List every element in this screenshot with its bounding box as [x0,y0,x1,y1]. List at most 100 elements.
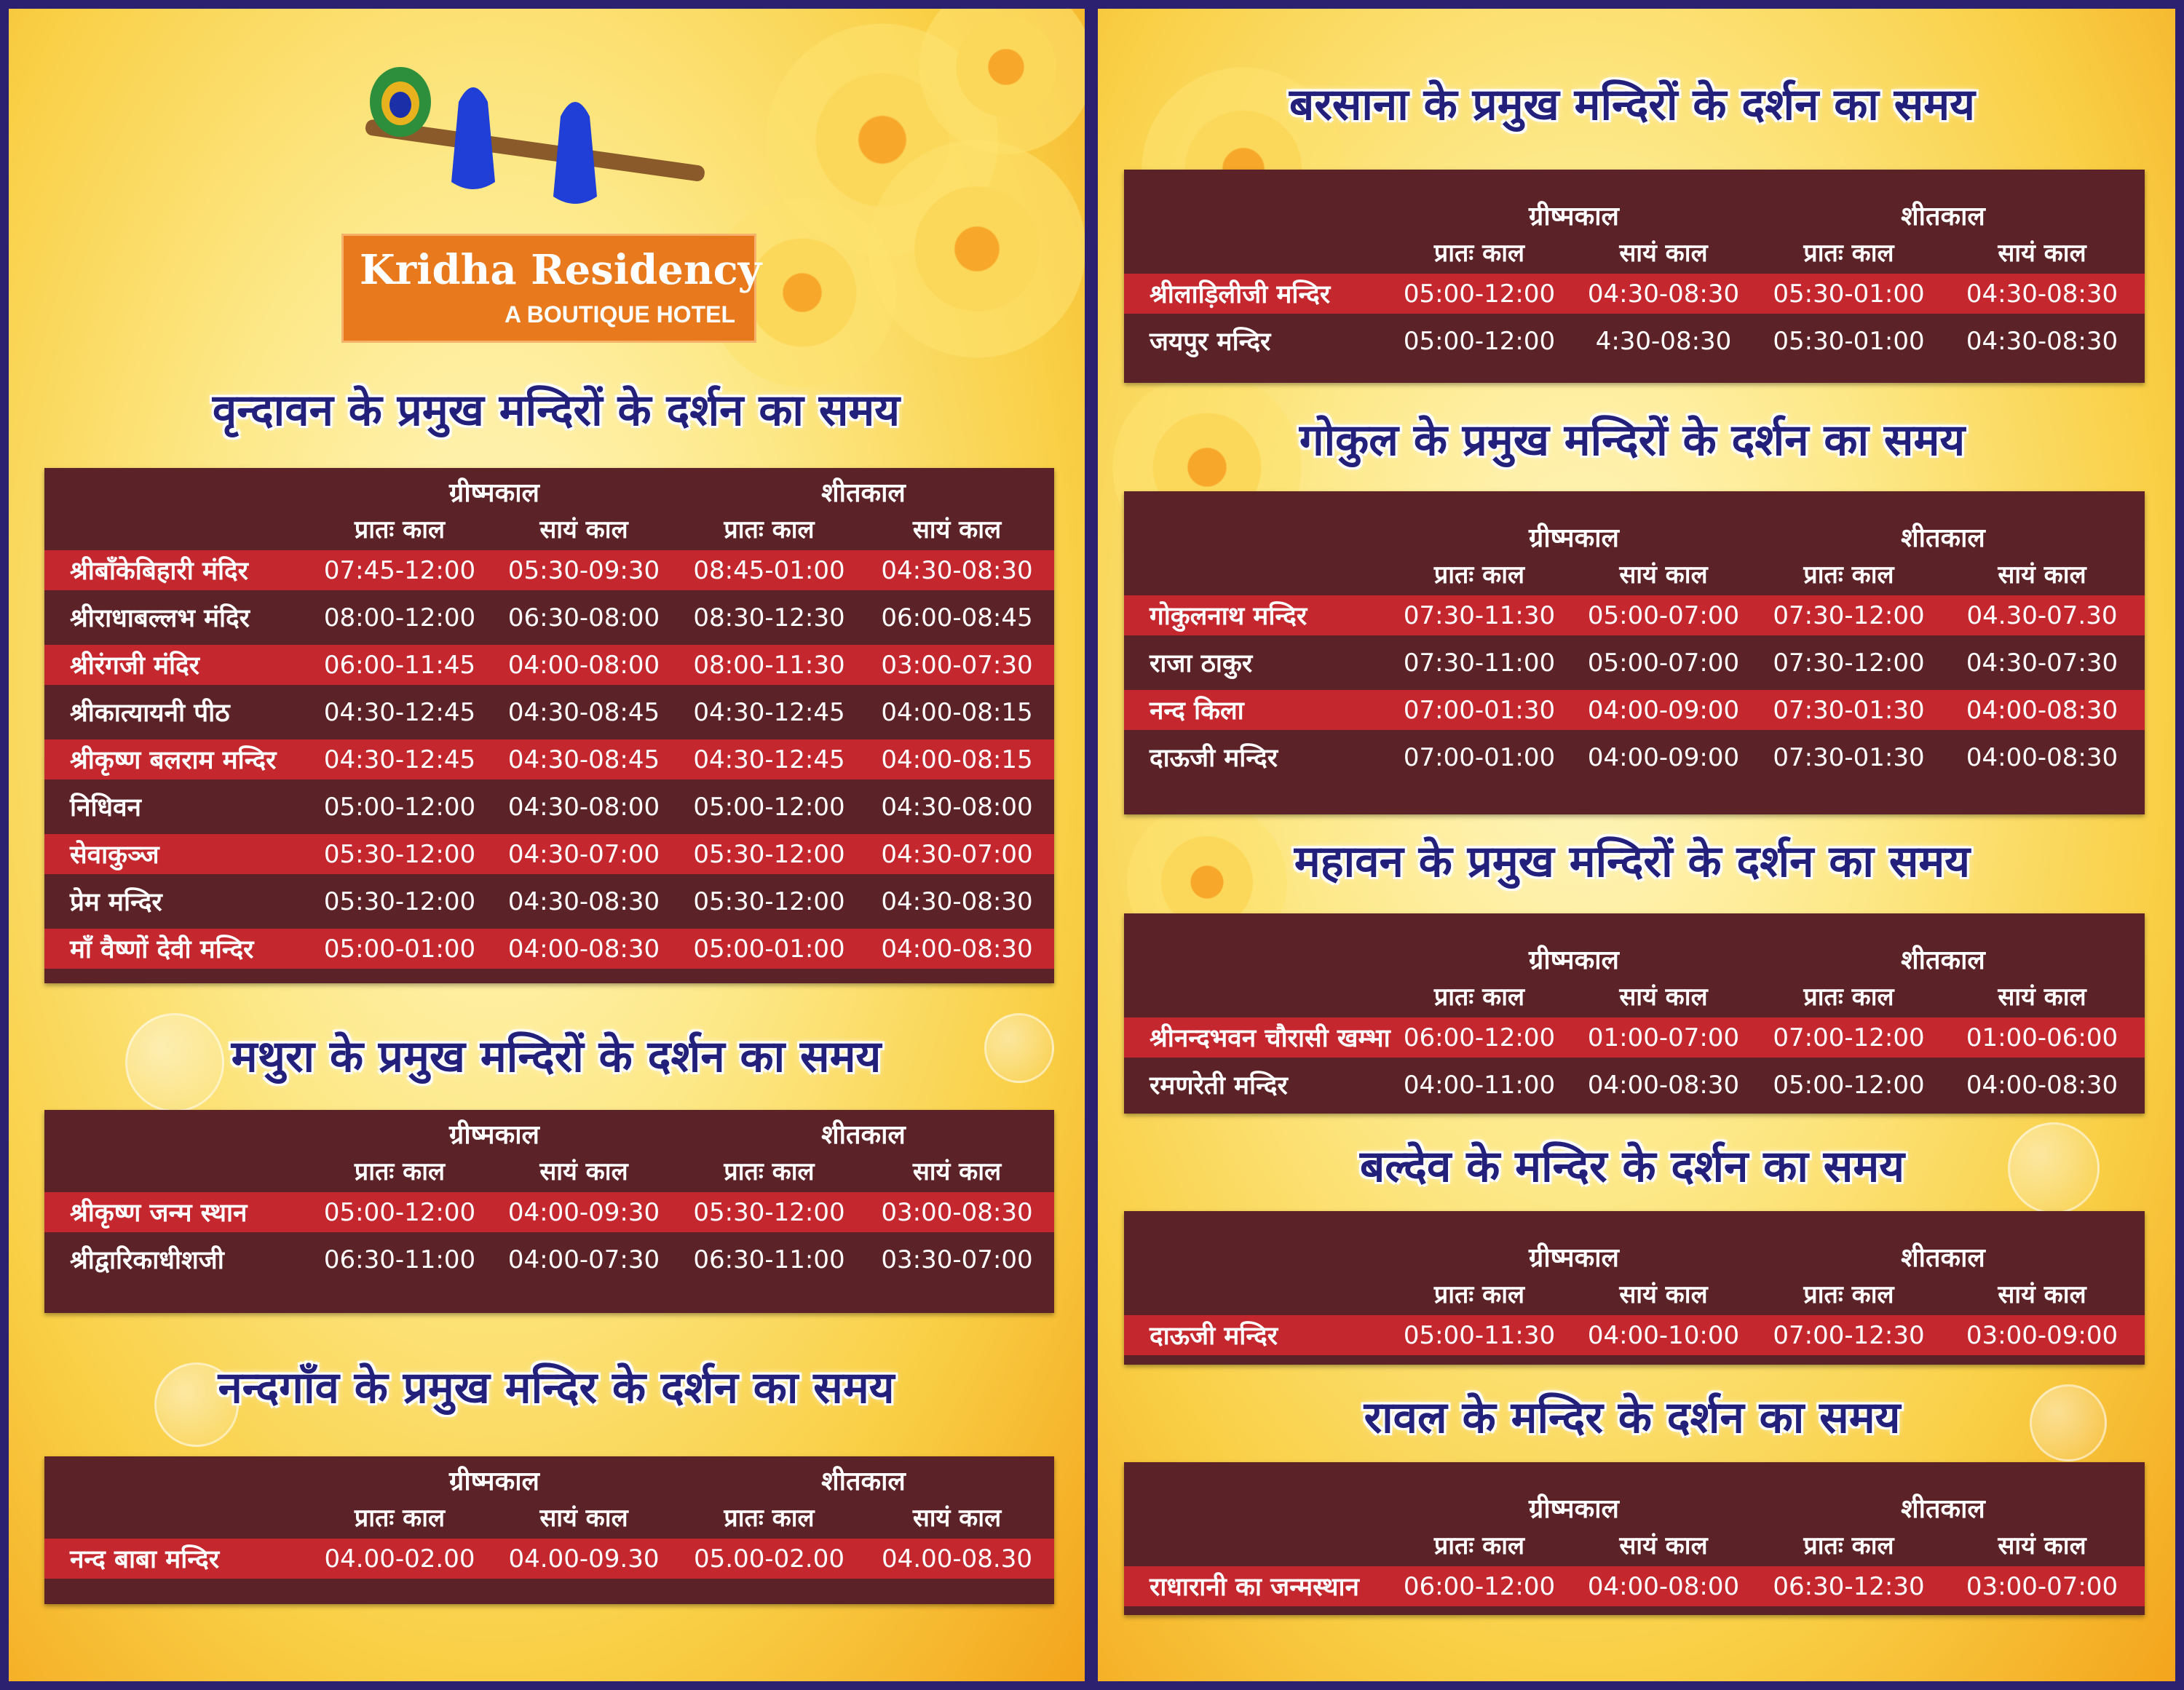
morning-header: प्रातः काल [1803,1280,1894,1309]
time-cell: 04:30-07:30 [1966,648,2118,678]
table-row: नन्द बाबा मन्दिर 04.00-02.00 04.00-09.30 05… [44,1535,1054,1582]
temple-name: श्रीनन्दभवन चौरासी खम्भा [1150,1024,1390,1053]
table-row: श्रीनन्दभवन चौरासी खम्भा 06:00-12:00 01:00… [1124,1014,2145,1061]
time-cell: 05:30-09:30 [507,555,660,585]
time-cell: 05:00-12:00 [323,1197,476,1227]
table-row: गोकुलनाथ मन्दिर 07:30-11:30 05:00-07:00 07:… [1124,592,2145,639]
morning-header: प्रातः काल [724,515,815,544]
evening-header: सायं काल [1998,1280,2086,1309]
time-cell: 01:00-06:00 [1966,1023,2118,1052]
time-cell: 04:00-10:00 [1587,1320,1740,1350]
time-cell: 04:30-08:30 [1587,279,1740,309]
time-cell: 03:00-09:00 [1966,1320,2118,1350]
timing-table: ग्रीष्मकाल शीतकाल प्रातः काल सायं काल प्रात… [1124,170,2145,383]
evening-header: सायं काल [539,515,628,544]
evening-header: सायं काल [539,1504,628,1533]
table-row: निधिवन 05:00-12:00 04:30-08:00 05:00-12:00 0… [44,783,1054,830]
table-row: श्रीद्वारिकाधीशजी 06:30-11:00 04:00-07:30 0… [44,1236,1054,1283]
section-title: रावल के मन्दिर के दर्शन का समय [1364,1392,1901,1443]
table-row: श्रीबाँकेबिहारी मंदिर 07:45-12:00 05:30-09… [44,547,1054,594]
morning-header: प्रातः काल [1803,1531,1894,1560]
temple-name: श्रीद्वारिकाधीशजी [70,1246,224,1275]
time-cell: 06:30-08:00 [507,603,660,632]
time-cell: 06:30-11:00 [323,1245,476,1274]
table-row: प्रेम मन्दिर 05:30-12:00 04:30-08:30 05:30-… [44,878,1054,925]
table-row: राजा ठाकुर 07:30-11:00 05:00-07:00 07:30-12… [1124,639,2145,686]
time-cell: 05:30-12:00 [323,839,476,869]
time-cell: 04:30-08:45 [507,697,660,727]
winter-header: शीतकाल [1901,523,1985,553]
table-row: जयपुर मन्दिर 05:00-12:00 4:30-08:30 05:30-0… [1124,317,2145,365]
morning-header: प्रातः काल [1803,983,1894,1012]
timing-table: ग्रीष्मकाल शीतकाल प्रातः काल सायं काल प्रात… [1124,491,2145,814]
time-cell: 04:30-08:30 [881,886,1033,916]
morning-header: प्रातः काल [724,1157,815,1186]
temple-name: राजा ठाकुर [1150,649,1253,678]
time-cell: 04.00-08.30 [882,1544,1032,1574]
time-cell: 05:00-12:00 [323,792,476,822]
flower-decoration [868,140,1085,358]
table-row: माँ वैष्णों देवी मन्दिर 05:00-01:00 04:00-… [44,925,1054,972]
evening-header: सायं काल [539,1157,628,1186]
time-cell: 07:00-01:30 [1403,695,1556,725]
evening-header: सायं काल [912,1157,1002,1186]
time-cell: 06:00-11:45 [323,650,476,680]
evening-header: सायं काल [1998,560,2086,590]
time-cell: 04:30-12:45 [323,745,476,774]
time-cell: 07:00-12:30 [1773,1320,1925,1350]
summer-header: ग्रीष्मकाल [1529,523,1619,553]
bubble-decoration [2030,1384,2107,1461]
evening-header: सायं काल [912,515,1002,544]
temple-name: रमणरेती मन्दिर [1150,1071,1288,1100]
time-header-row: प्रातः काल सायं काल प्रातः काल सायं काल [1124,977,2145,1014]
flute-peacock-feather-hands-icon [365,67,705,204]
morning-header: प्रातः काल [1433,560,1525,590]
time-cell: 07:30-01:30 [1773,695,1925,725]
time-cell: 04:00-08:15 [881,697,1033,727]
evening-header: सायं काल [1619,983,1708,1012]
time-cell: 04:00-11:00 [1403,1070,1556,1100]
evening-header: सायं काल [1619,1280,1708,1309]
time-cell: 04:30-08:00 [507,792,660,822]
time-cell: 04:00-08:30 [1587,1070,1740,1100]
timing-table: ग्रीष्मकाल शीतकाल प्रातः काल सायं काल प्रात… [1124,1211,2145,1365]
summer-header: ग्रीष्मकाल [449,1467,539,1496]
time-cell: 04:00-08:30 [1966,1070,2118,1100]
time-cell: 04.00-02.00 [324,1544,475,1574]
evening-header: सायं काल [1619,1531,1708,1560]
section-title: महावन के प्रमुख मन्दिरों के दर्शन का समय [1294,836,1971,887]
time-cell: 05:30-01:00 [1773,279,1925,309]
temple-name: श्रीकृष्ण बलराम मन्दिर [70,746,277,775]
hotel-tagline: A BOUTIQUE HOTEL [504,301,735,328]
time-cell: 04:30-12:45 [693,745,845,774]
temple-name: माँ वैष्णों देवी मन्दिर [70,935,254,964]
timing-table: ग्रीष्मकाल शीतकाल प्रातः काल सायं काल प्रात… [1124,1462,2145,1615]
morning-header: प्रातः काल [1433,1531,1525,1560]
hotel-name: Kridha Residency [360,246,762,294]
morning-header: प्रातः काल [724,1504,815,1533]
morning-header: प्रातः काल [354,1504,446,1533]
temple-name: श्रीकात्यायनी पीठ [70,699,230,728]
winter-header: शीतकाल [821,478,906,508]
time-cell: 06:30-11:00 [693,1245,845,1274]
winter-header: शीतकाल [1901,945,1985,975]
summer-header: ग्रीष्मकाल [449,1120,539,1150]
time-cell: 07:00-01:00 [1403,742,1556,772]
time-cell: 04:00-08:30 [1966,695,2118,725]
section-title: वृन्दावन के प्रमुख मन्दिरों के दर्शन का … [212,385,901,436]
temple-name: दाऊजी मन्दिर [1150,1322,1278,1351]
time-cell: 06:00-12:00 [1403,1023,1556,1052]
morning-header: प्रातः काल [354,1157,446,1186]
evening-header: सायं काल [1619,239,1708,268]
time-cell: 08:30-12:30 [693,603,845,632]
section-title: मथुरा के प्रमुख मन्दिरों के दर्शन का समय [231,1031,882,1082]
time-cell: 04:00-09:30 [507,1197,660,1227]
temple-name: श्रीराधाबल्लभ मंदिर [70,604,250,633]
time-cell: 04:30-08:30 [1966,279,2118,309]
morning-header: प्रातः काल [1433,1280,1525,1309]
season-header-row: ग्रीष्मकाल शीतकाल [44,468,1054,510]
time-cell: 06:30-12:30 [1773,1571,1925,1601]
timing-table: ग्रीष्मकाल शीतकाल प्रातः काल सायं काल प्रात… [44,1456,1054,1604]
time-cell: 01:00-07:00 [1587,1023,1740,1052]
time-cell: 04:30-12:45 [323,697,476,727]
